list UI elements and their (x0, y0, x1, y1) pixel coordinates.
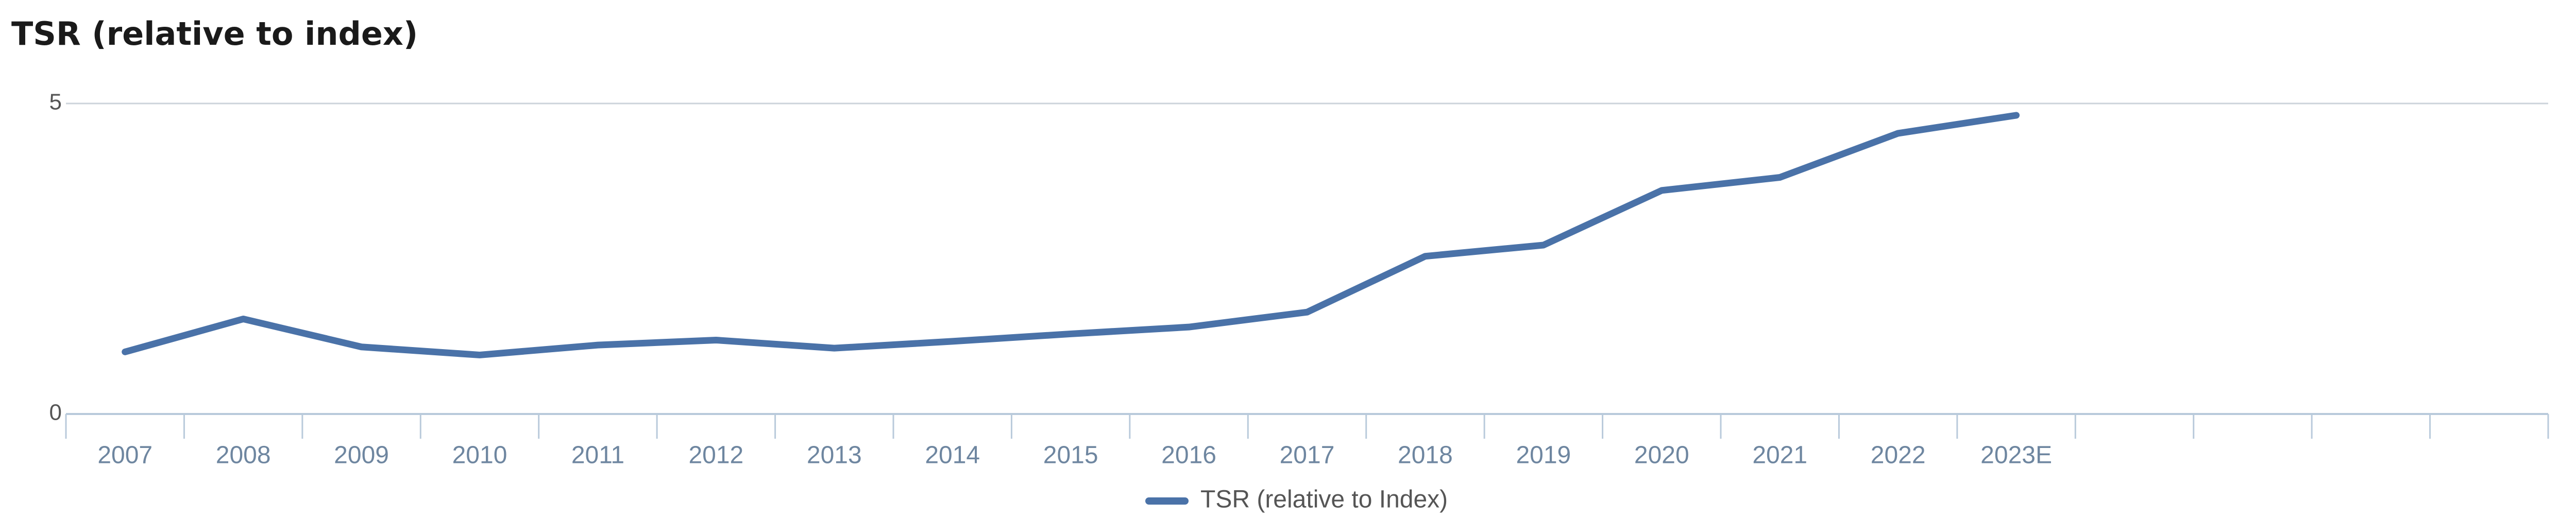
x-tick-label: 2010 (452, 442, 507, 469)
x-tick-label: 2018 (1398, 442, 1453, 469)
x-tick-label: 2014 (925, 442, 980, 469)
x-tick-label: 2022 (1871, 442, 1926, 469)
x-tick-label: 2021 (1752, 442, 1807, 469)
x-tick-label: 2020 (1634, 442, 1689, 469)
chart-title: TSR (relative to index) (11, 15, 418, 53)
x-tick-label: 2016 (1161, 442, 1216, 469)
x-tick-label: 2012 (688, 442, 743, 469)
x-tick-label: 2015 (1043, 442, 1098, 469)
x-tick-label: 2023E (1980, 442, 2052, 469)
x-tick-label: 2017 (1280, 442, 1335, 469)
x-tick-label: 2008 (216, 442, 271, 469)
line (122, 112, 2020, 358)
x-tick-label: 2007 (97, 442, 152, 469)
legend-label: TSR (relative to Index) (1200, 486, 1448, 513)
x-tick-label: 2019 (1516, 442, 1571, 469)
x-tick-label: 2013 (807, 442, 862, 469)
x-tick-label: 2011 (571, 442, 624, 469)
y-tick-label: 0 (49, 400, 62, 425)
x-tick-label: 2009 (334, 442, 389, 469)
y-tick-label: 5 (49, 90, 62, 115)
